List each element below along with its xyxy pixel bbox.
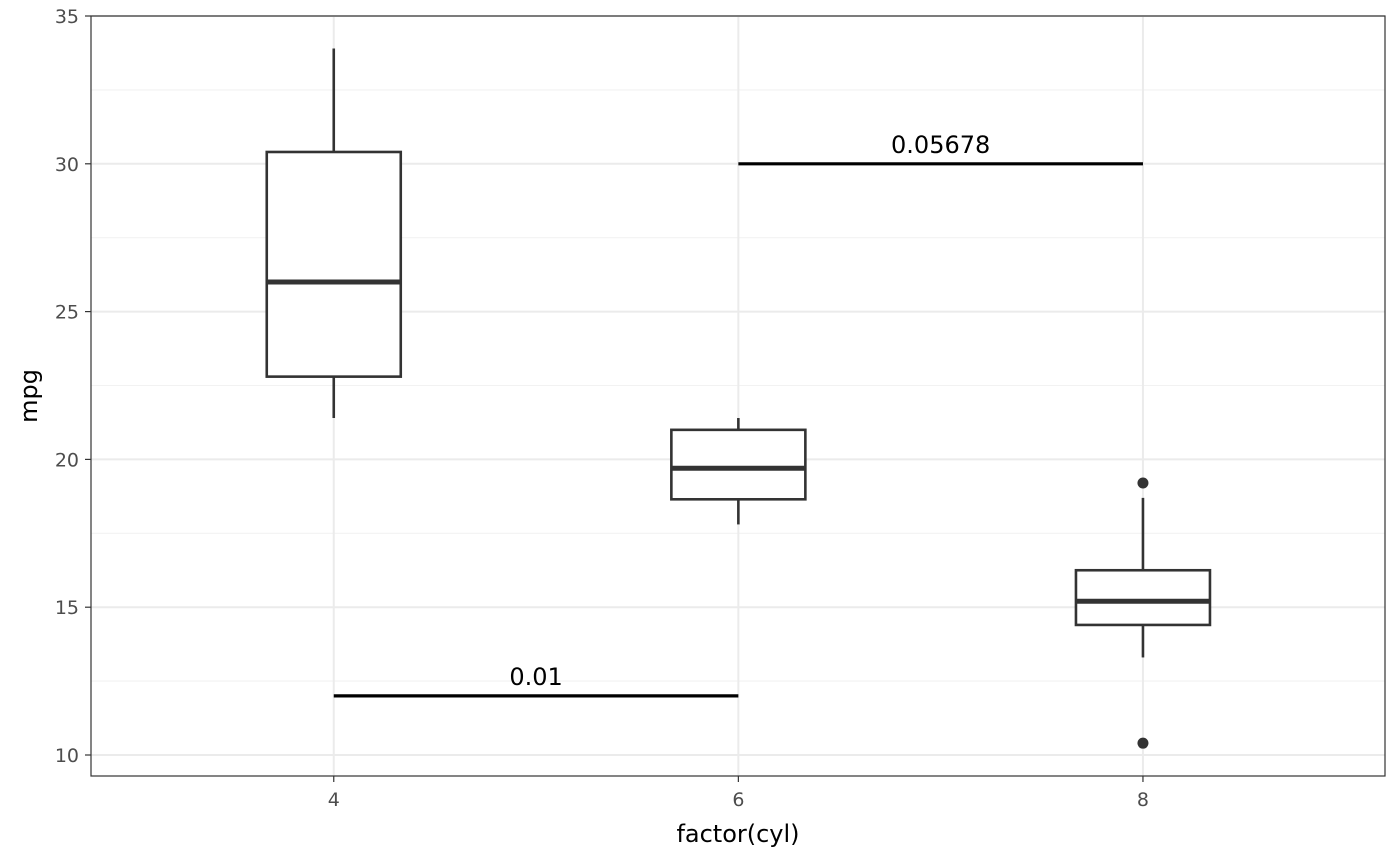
box-series: [265, 48, 1212, 749]
iqr-box: [265, 150, 403, 378]
y-tick-label: 30: [55, 154, 79, 176]
y-tick-label: 20: [55, 449, 79, 471]
y-tick-label: 35: [55, 6, 79, 28]
x-tick-label: 8: [1137, 789, 1149, 811]
x-tick-label: 4: [328, 789, 340, 811]
p-value-label: 0.01: [509, 663, 562, 691]
box-8: [1074, 477, 1212, 749]
y-tick-label: 10: [55, 745, 79, 767]
iqr-box: [670, 428, 807, 501]
outlier-point: [1137, 737, 1149, 749]
x-tick-label: 6: [732, 789, 744, 811]
x-axis: 4 6 8: [328, 776, 1149, 811]
box-4: [265, 48, 403, 419]
y-axis-title: mpg: [15, 369, 43, 423]
major-gridlines: [91, 15, 1385, 776]
p-value-label: 0.05678: [891, 131, 990, 159]
y-tick-label: 25: [55, 302, 79, 324]
iqr-box: [1074, 568, 1212, 627]
y-axis: 10 15 20 25 30 35: [55, 6, 91, 767]
x-axis-title: factor(cyl): [676, 820, 799, 848]
box-6: [670, 418, 807, 525]
y-tick-label: 15: [55, 597, 79, 619]
outlier-point: [1137, 477, 1149, 489]
comparison-brackets: 0.01 0.05678: [333, 131, 1143, 698]
